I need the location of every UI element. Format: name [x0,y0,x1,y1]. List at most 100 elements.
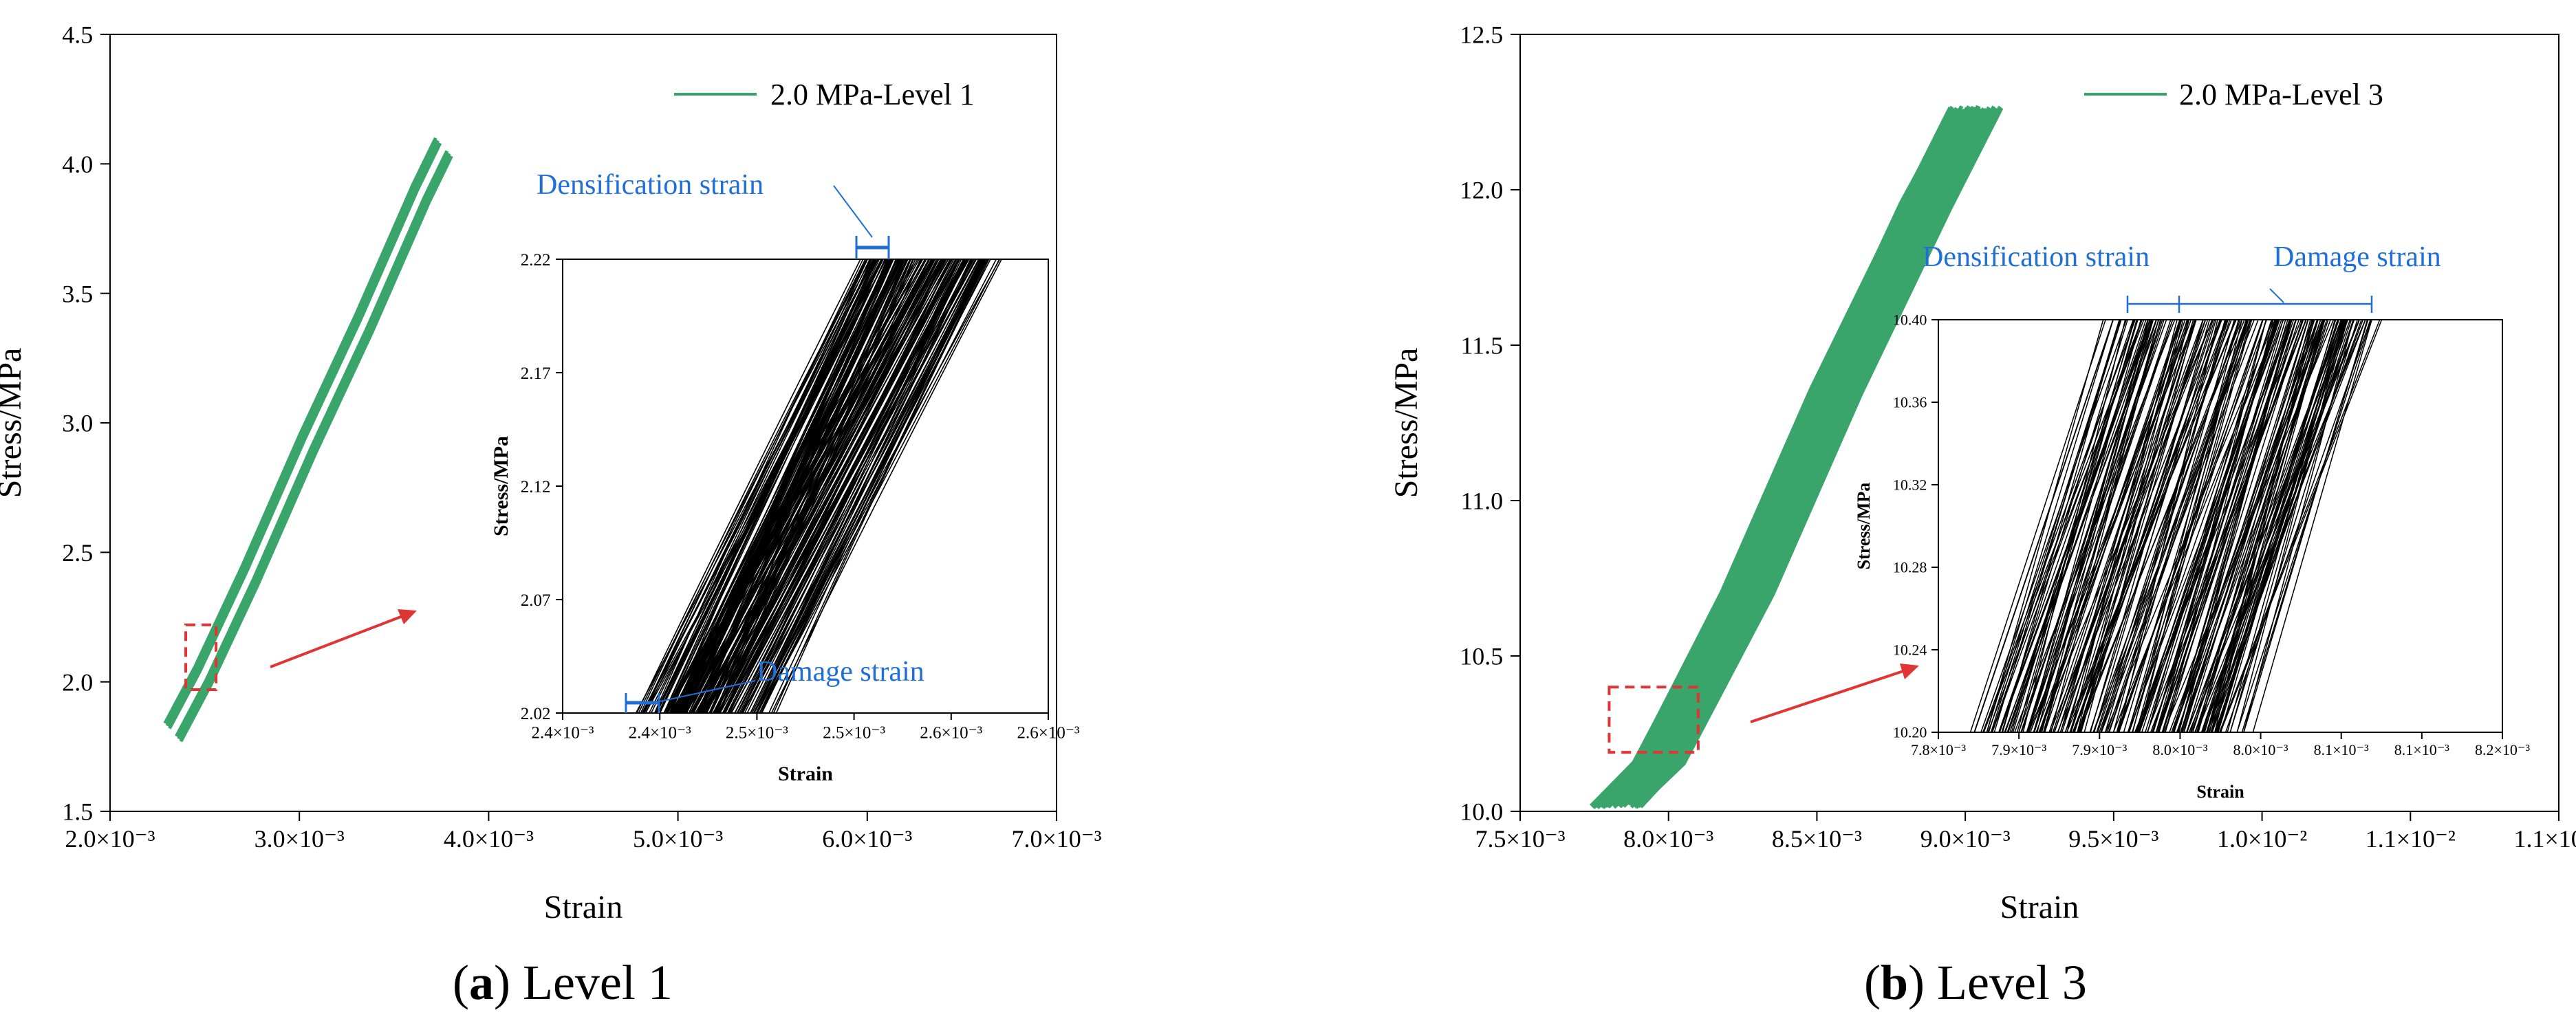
caption-b-label: b [1880,955,1909,1010]
b-densification-label: Densification strain [1923,241,2150,273]
b-inset-cycle-203 [2009,320,2153,732]
a-inset-cycle-b2-95 [703,259,940,713]
b-inset-cycle-181 [2127,320,2264,732]
a-series-group [163,137,453,743]
b-inset-cycle-212 [2057,320,2221,732]
a-inset-xlabel: Strain [778,763,833,785]
b-inset-cycle-78 [2033,320,2150,732]
b-inset-cycle-199 [2004,320,2151,732]
a-main-xtick-label-0: 2.0×10⁻³ [65,825,155,853]
a-main-xtick-label-2: 4.0×10⁻³ [444,825,534,853]
a-inset-ytick-label-0: 2.02 [521,705,551,723]
b-inset-cycle-115 [2100,320,2229,732]
b-inset-cycle-127 [2092,320,2241,732]
a-inset-xtick-label-1: 2.4×10⁻³ [629,723,692,742]
b-inset-cycle-52 [2079,320,2190,732]
a-inset-cycle-b1-81 [640,259,867,713]
b-inset-cycle-114 [2141,320,2277,732]
a-series-line-1-1 [177,153,451,740]
b-inset-cycle-161 [2092,320,2255,732]
b-inset-cycle-172 [2026,320,2174,732]
b-inset-cycle-207 [2020,320,2157,732]
a-inset-cycle-b1-78 [669,259,892,713]
a-densification-leader [833,185,873,238]
b-inset-cycle-200 [2135,320,2253,732]
a-inset-cycle-b2-96 [719,259,951,713]
b-main-xtick-label-4: 9.5×10⁻³ [2068,825,2158,853]
b-inset-cycle-145 [2044,320,2161,732]
a-series-line-0-2 [168,142,442,730]
b-inset-cycle-215 [2053,320,2204,732]
b-inset-cycle-34 [2218,320,2381,732]
a-main-xtick-label-1: 3.0×10⁻³ [255,825,345,853]
b-zoom-arrow-head [1900,664,1919,679]
a-main-ytick-label-3: 3.0 [62,410,93,437]
b-inset-xtick-label-4: 8.0×10⁻³ [2233,741,2289,758]
b-inset-cycle-201 [2033,320,2154,732]
a-inset-cycle-b2-91 [685,259,946,713]
b-inset-cycle-195 [2022,320,2126,732]
a-inset-xtick-label-0: 2.4×10⁻³ [531,723,594,742]
a-inset-lines [635,259,1003,713]
b-inset-cycle-132 [2158,320,2284,732]
b-main-ytick-label-3: 11.5 [1461,332,1504,360]
b-inset-cycle-209 [2171,320,2318,732]
b-inset-cycle-3 [1969,320,2106,732]
b-inset-cycle-202 [2035,320,2192,732]
b-inset-cycle-149 [2196,320,2311,732]
a-inset-cycle-b2-46 [666,259,917,713]
b-zoom-arrow-line [1750,669,1906,723]
b-main-xtick-label-0: 7.5×10⁻³ [1475,825,1565,853]
b-inset-cycle-219 [2215,320,2345,732]
b-main-xtick-label-1: 8.0×10⁻³ [1623,825,1713,853]
a-inset-xtick-label-2: 2.5×10⁻³ [726,723,789,742]
b-main-ytick-label-2: 11.0 [1461,487,1504,515]
b-main-xtick-label-6: 1.1×10⁻² [2366,825,2456,853]
a-inset-cycle-b2-88 [737,259,979,713]
b-inset-cycle-10 [2128,320,2249,732]
a-series-line-0-0 [163,137,437,725]
b-main-ytick-label-0: 10.0 [1460,798,1503,826]
caption-a-text: Level 1 [522,955,673,1010]
a-inset-cycle-b1-89 [636,259,861,713]
b-damage-leader [2269,288,2284,303]
a-inset-ylabel: Stress/MPa [490,436,512,536]
b-inset-cycle-143 [2083,320,2196,732]
b-inset-cycle-58 [2252,320,2372,732]
b-inset-cycle-126 [2064,320,2194,732]
a-inset-cycle-b2-30 [759,259,1000,713]
b-inset-cycle-163 [2028,320,2196,732]
b-inset-ytick-label-1: 10.24 [1893,642,1927,659]
b-inset-cycle-183 [2180,320,2292,732]
a-inset-ytick-label-2: 2.12 [521,478,551,496]
b-inset-ytick-label-2: 10.28 [1893,559,1927,576]
b-legend-label: 2.0 MPa-Level 3 [2179,78,2383,111]
a-inset-xtick-label-5: 2.6×10⁻³ [1017,723,1080,742]
b-main-ytick-label-5: 12.5 [1460,21,1503,49]
a-inset-cycle-b2-106 [753,259,974,713]
b-inset-cycle-166 [2026,320,2163,732]
b-inset-cycle-190 [2216,320,2352,732]
b-inset-cycle-152 [2057,320,2189,732]
caption-b: (b) Level 3 [1864,955,2087,1010]
a-inset-cycle-b1-59 [665,259,887,713]
a-main-xtick-label-4: 6.0×10⁻³ [822,825,912,853]
b-main-xtick-label-5: 1.0×10⁻² [2217,825,2307,853]
b-inset-cycle-175 [2176,320,2324,732]
b-inset-ytick-label-5: 10.40 [1893,311,1927,329]
b-inset-cycle-33 [2214,320,2313,732]
a-inset-xtick-label-4: 2.6×10⁻³ [920,723,983,742]
b-inset-axes: 7.8×10⁻³ 7.9×10⁻³ 7.9×10⁻³ 8.0×10⁻³ 8.0×10⁻³… [1854,241,2530,802]
a-inset-cycle-b1-68 [663,259,876,713]
a-series-line-0-1 [165,140,440,727]
b-inset-cycle-217 [2210,320,2326,732]
b-inset-cycle-164 [2077,320,2216,732]
b-inset-ylabel: Stress/MPa [1854,483,1874,570]
b-inset-cycle-28 [2243,320,2354,732]
a-inset-cycle-b1-60 [654,259,883,713]
b-inset-cycle-23 [2192,320,2321,732]
b-main-ylabel: Stress/MPa [1388,348,1425,498]
b-inset-cycle-191 [2162,320,2299,732]
b-inset-cycle-171 [1986,320,2104,732]
